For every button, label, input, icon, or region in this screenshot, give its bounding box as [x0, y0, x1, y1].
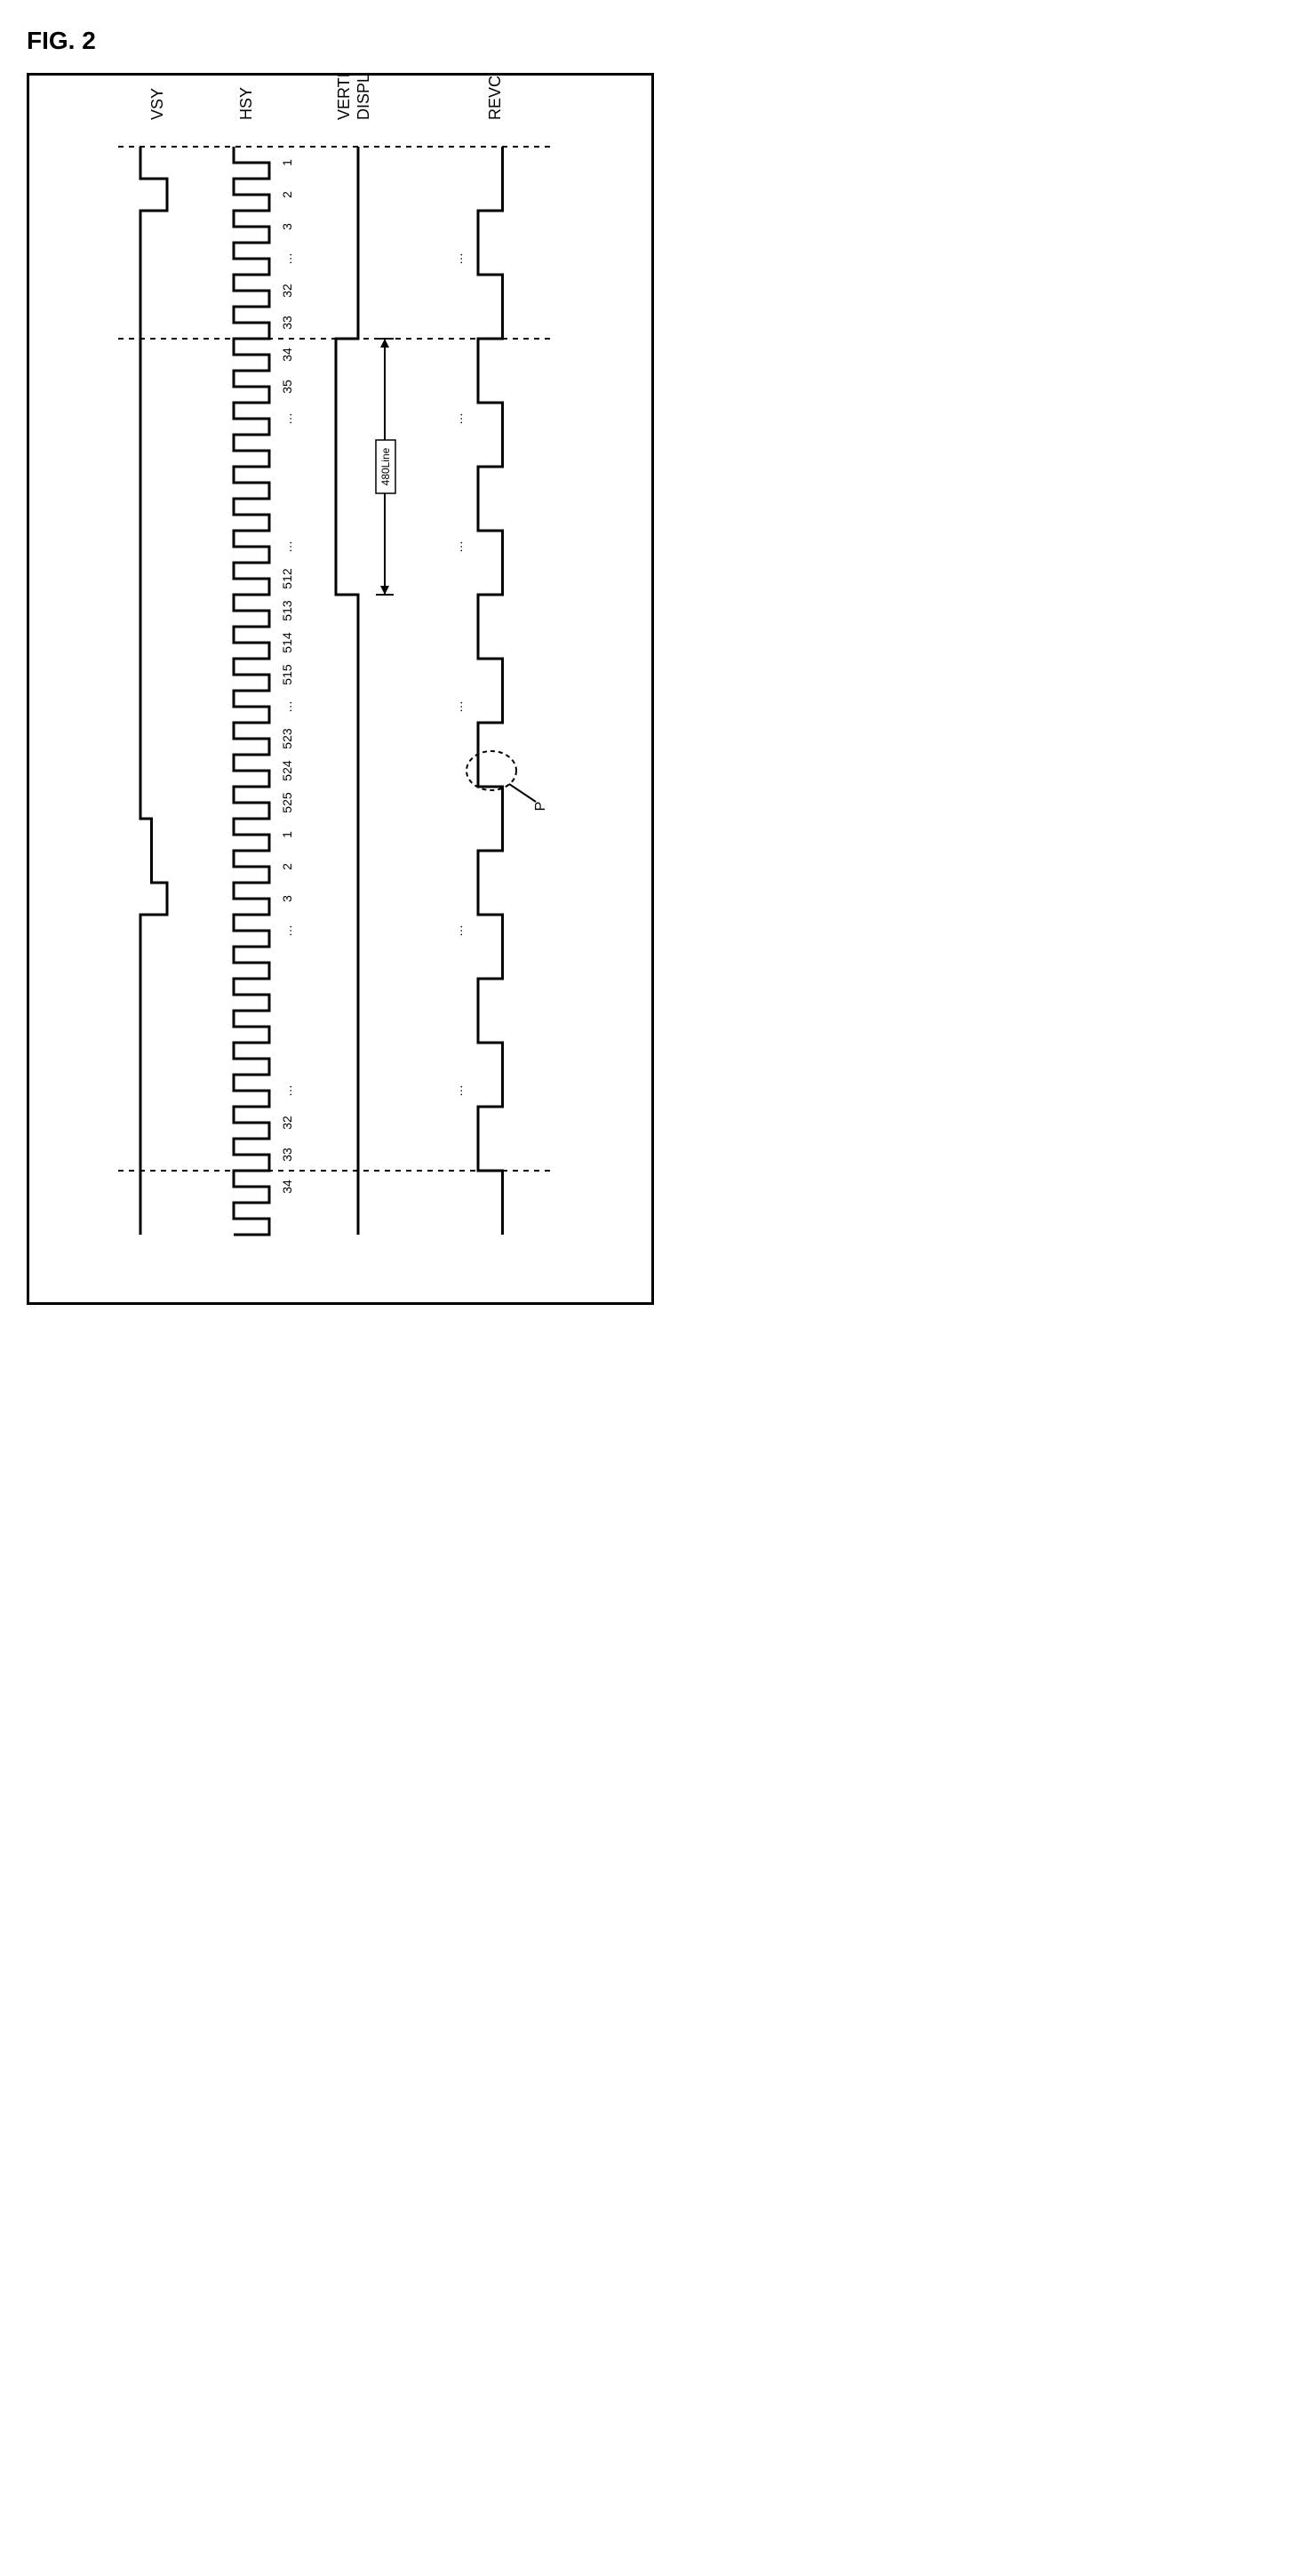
svg-text:3: 3 [280, 895, 294, 902]
svg-text:3: 3 [280, 223, 294, 230]
svg-text:525: 525 [280, 792, 294, 813]
svg-text:DISPLAY AREA: DISPLAY AREA [355, 76, 372, 120]
svg-text:515: 515 [280, 664, 294, 685]
svg-text:…: … [280, 540, 294, 553]
svg-text:34: 34 [280, 348, 294, 362]
svg-text:514: 514 [280, 632, 294, 653]
svg-text:…: … [451, 700, 465, 713]
svg-text:REVC: REVC [486, 76, 504, 120]
svg-text:1: 1 [280, 159, 294, 166]
svg-text:…: … [280, 924, 294, 937]
svg-text:…: … [451, 1084, 465, 1097]
svg-text:1: 1 [280, 831, 294, 838]
svg-text:33: 33 [280, 1148, 294, 1162]
svg-text:32: 32 [280, 284, 294, 298]
svg-text:…: … [280, 700, 294, 713]
svg-text:2: 2 [280, 191, 294, 198]
svg-text:2: 2 [280, 863, 294, 870]
svg-text:34: 34 [280, 1180, 294, 1194]
svg-text:…: … [280, 252, 294, 265]
svg-text:…: … [280, 1084, 294, 1097]
svg-text:513: 513 [280, 600, 294, 621]
svg-text:33: 33 [280, 316, 294, 330]
svg-text:HSY: HSY [237, 87, 255, 120]
svg-text:…: … [280, 412, 294, 425]
svg-text:32: 32 [280, 1116, 294, 1130]
svg-text:523: 523 [280, 728, 294, 749]
figure-title: FIG. 2 [27, 27, 1273, 55]
svg-text:512: 512 [280, 568, 294, 589]
svg-text:VSY: VSY [148, 88, 166, 120]
svg-text:…: … [451, 252, 465, 265]
svg-text:524: 524 [280, 760, 294, 781]
svg-text:…: … [451, 412, 465, 425]
svg-text:480Line: 480Line [379, 447, 392, 485]
svg-text:VERTICAL: VERTICAL [335, 76, 353, 120]
timing-diagram: VSYHSYVERTICALDISPLAY AREAREVC123…323334… [27, 73, 654, 1305]
svg-text:P: P [533, 802, 548, 812]
svg-text:35: 35 [280, 380, 294, 394]
svg-text:…: … [451, 540, 465, 553]
svg-text:…: … [451, 924, 465, 937]
